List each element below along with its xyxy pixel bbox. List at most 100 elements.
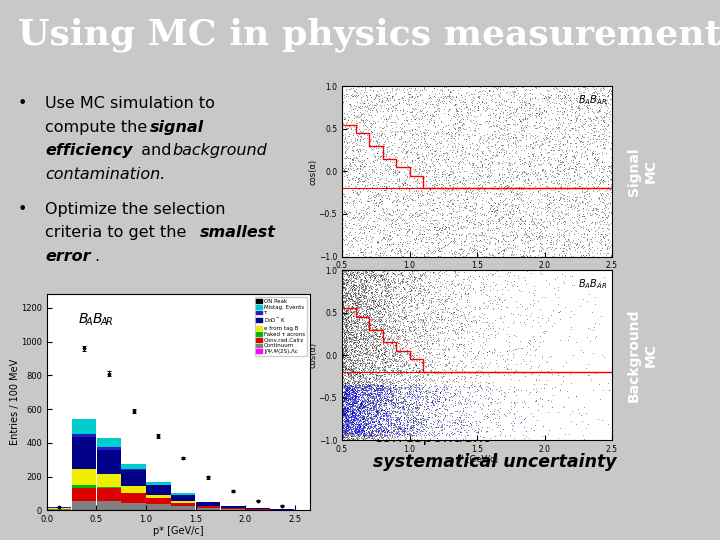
Point bbox=[432, 127, 444, 136]
Point bbox=[423, 225, 435, 233]
Point bbox=[417, 375, 428, 384]
Point bbox=[391, 368, 402, 376]
Point bbox=[523, 233, 535, 241]
Point bbox=[377, 384, 389, 393]
Point bbox=[470, 175, 482, 184]
Point bbox=[394, 377, 405, 386]
Point bbox=[467, 413, 479, 422]
Point bbox=[364, 399, 376, 408]
Point bbox=[350, 381, 361, 390]
Point bbox=[469, 399, 480, 408]
Point bbox=[575, 179, 587, 188]
Point bbox=[408, 326, 419, 335]
Point bbox=[346, 429, 358, 437]
Point bbox=[402, 374, 414, 383]
Point bbox=[339, 426, 351, 435]
Point bbox=[427, 321, 438, 330]
Point bbox=[350, 428, 361, 436]
Point bbox=[367, 318, 379, 327]
Point bbox=[552, 407, 564, 416]
Point bbox=[379, 249, 390, 258]
Point bbox=[439, 411, 451, 420]
Point bbox=[352, 411, 364, 420]
Point bbox=[374, 345, 386, 354]
Point bbox=[404, 302, 415, 310]
Point bbox=[341, 249, 353, 258]
Point bbox=[399, 148, 410, 157]
Point bbox=[343, 293, 355, 302]
Point bbox=[366, 397, 377, 406]
Point bbox=[340, 372, 351, 380]
Point bbox=[397, 110, 409, 119]
Point bbox=[527, 187, 539, 196]
Point bbox=[513, 413, 524, 421]
Point bbox=[348, 332, 360, 341]
Point bbox=[340, 410, 351, 419]
Point bbox=[351, 301, 363, 309]
Point bbox=[357, 135, 369, 144]
Point bbox=[387, 343, 399, 352]
Point bbox=[353, 423, 364, 432]
Point bbox=[541, 235, 553, 244]
Point bbox=[365, 303, 377, 312]
Point bbox=[420, 320, 431, 329]
Point bbox=[338, 414, 350, 423]
Point bbox=[524, 181, 536, 190]
Point bbox=[338, 190, 350, 198]
Point bbox=[361, 345, 372, 354]
Point bbox=[509, 213, 521, 221]
Point bbox=[343, 328, 354, 337]
Point bbox=[433, 138, 445, 146]
Point bbox=[534, 239, 546, 247]
Point bbox=[357, 381, 369, 390]
Bar bbox=[146, 498, 171, 504]
Point bbox=[397, 329, 408, 338]
Point bbox=[369, 343, 381, 352]
Point bbox=[379, 296, 391, 305]
Point bbox=[368, 266, 379, 275]
Point bbox=[339, 404, 351, 413]
Point bbox=[380, 316, 392, 325]
Point bbox=[426, 298, 437, 307]
Point bbox=[418, 284, 430, 293]
Point bbox=[379, 207, 390, 216]
Point bbox=[372, 426, 384, 435]
Point bbox=[348, 219, 359, 228]
Point bbox=[444, 87, 456, 96]
Point bbox=[404, 186, 415, 195]
Point bbox=[476, 97, 487, 105]
Point bbox=[382, 106, 393, 115]
Point bbox=[387, 218, 398, 227]
Point bbox=[420, 318, 431, 326]
Point bbox=[474, 417, 485, 426]
Point bbox=[565, 96, 577, 105]
Point bbox=[440, 166, 451, 174]
Point bbox=[509, 409, 521, 417]
Point bbox=[593, 199, 605, 208]
Point bbox=[380, 397, 392, 406]
Point bbox=[429, 316, 441, 325]
Point bbox=[394, 316, 405, 325]
Point bbox=[557, 361, 569, 370]
Point bbox=[404, 431, 415, 440]
Point bbox=[521, 121, 532, 130]
Point bbox=[418, 129, 430, 138]
Point bbox=[557, 232, 569, 240]
Point bbox=[344, 291, 356, 299]
Point bbox=[570, 159, 582, 168]
Point bbox=[338, 394, 349, 402]
Point bbox=[474, 243, 486, 252]
Point bbox=[406, 107, 418, 116]
Point bbox=[341, 292, 353, 300]
Point bbox=[357, 287, 369, 296]
Point bbox=[470, 121, 482, 130]
Point bbox=[361, 425, 372, 434]
Point bbox=[390, 266, 402, 274]
Point bbox=[367, 305, 379, 314]
Point bbox=[455, 221, 467, 230]
Point bbox=[354, 403, 366, 411]
Point bbox=[524, 99, 536, 108]
Point bbox=[415, 354, 427, 363]
Point bbox=[359, 420, 370, 429]
Point bbox=[392, 269, 403, 278]
